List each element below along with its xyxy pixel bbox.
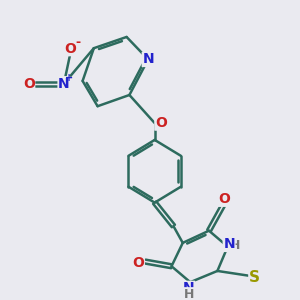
Text: O: O — [64, 42, 76, 56]
Text: -: - — [76, 36, 81, 49]
Text: O: O — [23, 77, 34, 91]
Text: O: O — [132, 256, 144, 270]
Text: S: S — [249, 269, 260, 284]
Text: O: O — [218, 192, 230, 206]
Text: N: N — [142, 52, 154, 66]
Text: H: H — [184, 288, 194, 300]
Text: N: N — [223, 237, 235, 251]
Text: O: O — [155, 116, 167, 130]
Text: N: N — [58, 77, 70, 91]
Text: +: + — [65, 73, 73, 82]
Text: N: N — [183, 281, 195, 296]
Text: H: H — [230, 239, 241, 252]
